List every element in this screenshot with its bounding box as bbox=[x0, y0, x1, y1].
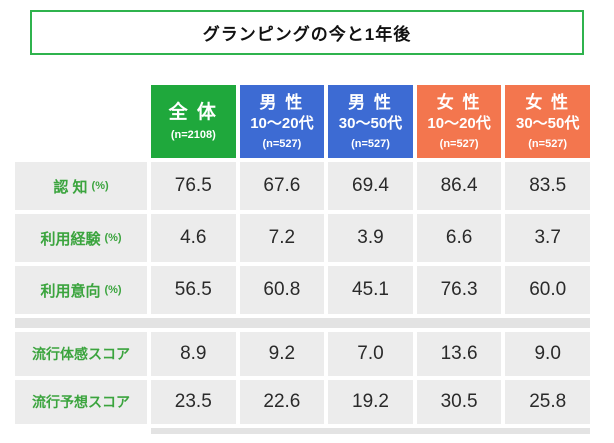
value-cell: 76.5 bbox=[151, 162, 236, 210]
col-header-total: 全 体 (n=2108) bbox=[151, 85, 236, 158]
row-label-text: 利用経験 bbox=[40, 230, 101, 248]
value-cell: 67.6 bbox=[239, 162, 325, 210]
col-header-age: 30〜50代 bbox=[338, 115, 403, 133]
value-cell: 6.6 bbox=[416, 214, 502, 262]
value-cell: 83.5 bbox=[505, 162, 590, 210]
value-cell: 8.9 bbox=[151, 332, 236, 376]
col-header-age: 10〜20代 bbox=[250, 115, 314, 133]
value-cell: 69.4 bbox=[328, 162, 413, 210]
row-label-riyou-ikou: 利用意向 (%) bbox=[15, 266, 147, 314]
value-cell: 76.3 bbox=[416, 266, 502, 314]
col-header-sample-size: (n=527) bbox=[351, 137, 390, 150]
col-header-label: 男 性 bbox=[348, 93, 393, 113]
col-header-male-10-20: 男 性 10〜20代 (n=527) bbox=[239, 85, 325, 158]
col-header-age: 10〜20代 bbox=[427, 115, 491, 133]
row-label-ryuukou-taikan-score: 流行体感スコア bbox=[15, 332, 147, 376]
row-label-text: 流行予想スコア bbox=[32, 394, 130, 410]
col-header-label: 全 体 bbox=[168, 101, 218, 123]
page-title: グランピングの今と1年後 bbox=[202, 25, 412, 44]
value-cell: 86.4 bbox=[416, 162, 502, 210]
section-separator bbox=[15, 318, 590, 328]
row-label-ninchi: 認 知 (%) bbox=[15, 162, 147, 210]
col-header-sample-size: (n=527) bbox=[439, 137, 479, 150]
row-label-text: 流行体感スコア bbox=[32, 346, 130, 362]
value-cell: 3.7 bbox=[505, 214, 590, 262]
corner-cell bbox=[15, 85, 147, 158]
value-cell: 7.0 bbox=[328, 332, 413, 376]
row-label-unit: (%) bbox=[104, 284, 122, 296]
value-cell: 56.5 bbox=[151, 266, 236, 314]
glamping-survey-table: 全 体 (n=2108) 男 性 10〜20代 (n=527) 男 性 30〜5… bbox=[15, 85, 590, 434]
col-header-female-30-50: 女 性 30〜50代 (n=527) bbox=[505, 85, 590, 158]
col-header-sample-size: (n=527) bbox=[262, 137, 302, 150]
row-label-riyou-keiken: 利用経験 (%) bbox=[15, 214, 147, 262]
row-label-unit: (%) bbox=[104, 232, 122, 244]
col-header-age: 30〜50代 bbox=[516, 115, 580, 133]
value-cell: 4.6 bbox=[151, 214, 236, 262]
col-header-female-10-20: 女 性 10〜20代 (n=527) bbox=[416, 85, 502, 158]
value-cell: 60.8 bbox=[239, 266, 325, 314]
col-header-label: 女 性 bbox=[525, 93, 571, 113]
col-header-label: 女 性 bbox=[436, 93, 482, 113]
value-cell: 23.5 bbox=[151, 380, 236, 424]
value-cell: 30.5 bbox=[416, 380, 502, 424]
value-cell: 60.0 bbox=[505, 266, 590, 314]
col-header-male-30-50: 男 性 30〜50代 (n=527) bbox=[328, 85, 413, 158]
value-cell: 19.2 bbox=[328, 380, 413, 424]
value-cell: 22.6 bbox=[239, 380, 325, 424]
col-header-sample-size: (n=527) bbox=[528, 137, 568, 150]
value-cell: 9.0 bbox=[505, 332, 590, 376]
value-cell: 7.2 bbox=[239, 214, 325, 262]
row-label-unit: (%) bbox=[91, 180, 109, 192]
value-cell: 9.2 bbox=[239, 332, 325, 376]
row-label-ryuukou-yosou-score: 流行予想スコア bbox=[15, 380, 147, 424]
row-label-text: 利用意向 bbox=[40, 282, 101, 300]
title-box: グランピングの今と1年後 bbox=[30, 10, 584, 55]
col-header-sample-size: (n=2108) bbox=[170, 129, 216, 142]
row-label-text: 認 知 bbox=[53, 178, 88, 196]
value-cell: 3.9 bbox=[328, 214, 413, 262]
table-bottom-strip bbox=[151, 428, 590, 434]
value-cell: 45.1 bbox=[328, 266, 413, 314]
value-cell: 25.8 bbox=[505, 380, 590, 424]
value-cell: 13.6 bbox=[416, 332, 502, 376]
col-header-label: 男 性 bbox=[259, 93, 305, 113]
